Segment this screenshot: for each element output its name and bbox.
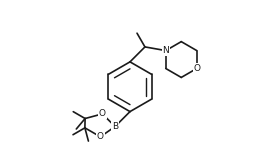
Text: O: O [99, 109, 106, 118]
Text: O: O [97, 132, 104, 141]
Text: O: O [193, 64, 200, 73]
Text: N: N [162, 46, 169, 55]
Text: B: B [112, 122, 118, 131]
